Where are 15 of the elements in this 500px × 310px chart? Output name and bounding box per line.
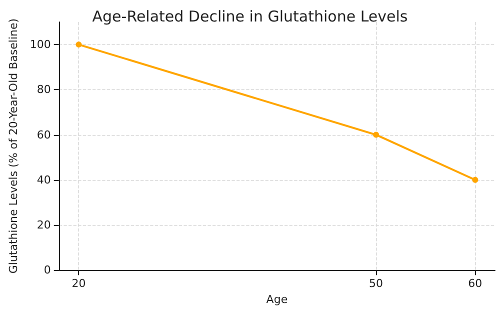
- x-axis-title: Age: [266, 293, 288, 306]
- y-tick-label: 80: [36, 83, 51, 96]
- x-tick-label: 50: [369, 277, 384, 290]
- y-tick-label: 20: [36, 218, 51, 232]
- y-tick-label: 40: [36, 173, 51, 186]
- point: [373, 132, 380, 138]
- y-axis-title: Glutathione Levels (% of 20-Year-Old Baseline): [7, 18, 20, 274]
- point: [76, 42, 82, 48]
- y-tick-label: 60: [36, 128, 51, 142]
- y-tick-label: 0: [44, 264, 51, 277]
- x-tick-label: 60: [468, 277, 482, 290]
- x-tick-label: 20: [72, 277, 86, 290]
- chart-title: Age-Related Decline in Glutathione Levels: [92, 8, 408, 26]
- y-tick-label: 100: [30, 38, 51, 52]
- point: [472, 176, 478, 183]
